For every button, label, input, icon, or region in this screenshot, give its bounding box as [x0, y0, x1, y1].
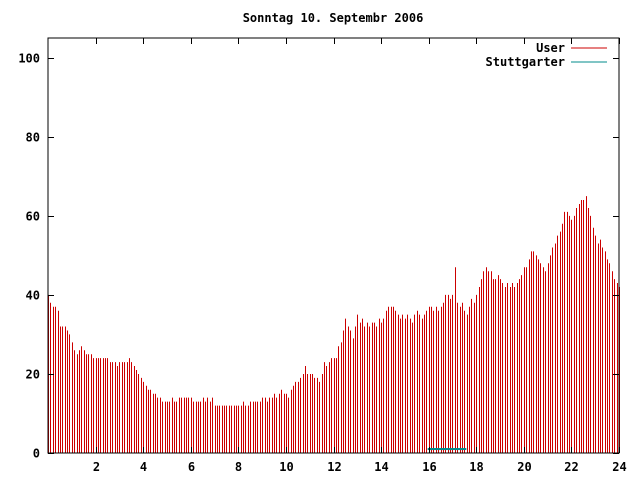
stuttgarter-point: [439, 448, 443, 451]
y-tick-label: 60: [26, 210, 40, 224]
stuttgarter-point: [463, 448, 467, 451]
x-tick-label: 4: [140, 460, 147, 474]
bars-layer: [48, 196, 620, 453]
x-tick-label: 24: [612, 460, 626, 474]
x-tick-label: 20: [517, 460, 531, 474]
y-axis: 0 20 40 60 80 100: [18, 52, 619, 461]
stuttgarter-point: [446, 448, 450, 451]
x-tick-label: 16: [422, 460, 436, 474]
plot-frame: [47, 37, 620, 454]
stuttgarter-series-layer: [427, 448, 467, 451]
stuttgarter-point: [453, 448, 457, 451]
legend-label-stuttgarter: Stuttgarter: [486, 55, 565, 69]
chart-title: Sonntag 10. Septembr 2006: [243, 11, 424, 25]
stuttgarter-point: [444, 448, 448, 451]
stuttgarter-point: [432, 448, 436, 451]
x-tick-label: 18: [469, 460, 483, 474]
y-tick-label: 40: [26, 289, 40, 303]
stuttgarter-point: [451, 448, 455, 451]
x-tick-label: 22: [564, 460, 578, 474]
x-axis: 2 4 6 8 10 12 14 16 18 20 22 24: [93, 38, 627, 474]
stuttgarter-point: [434, 448, 438, 451]
legend: User Stuttgarter: [486, 41, 607, 69]
y-tick-label: 100: [18, 52, 40, 66]
x-tick-label: 6: [188, 460, 195, 474]
stuttgarter-point: [430, 448, 434, 451]
stuttgarter-point: [458, 448, 462, 451]
x-tick-label: 8: [235, 460, 242, 474]
stuttgarter-point: [460, 448, 464, 451]
x-tick-label: 14: [374, 460, 388, 474]
x-tick-label: 10: [279, 460, 293, 474]
x-tick-label: 2: [93, 460, 100, 474]
stuttgarter-point: [441, 448, 445, 451]
y-tick-label: 80: [26, 131, 40, 145]
x-tick-label: 12: [327, 460, 341, 474]
legend-label-user: User: [536, 41, 565, 55]
stuttgarter-point: [456, 448, 460, 451]
stuttgarter-point: [449, 448, 453, 451]
y-tick-label: 0: [33, 447, 40, 461]
stuttgarter-point: [437, 448, 441, 451]
y-tick-label: 20: [26, 368, 40, 382]
